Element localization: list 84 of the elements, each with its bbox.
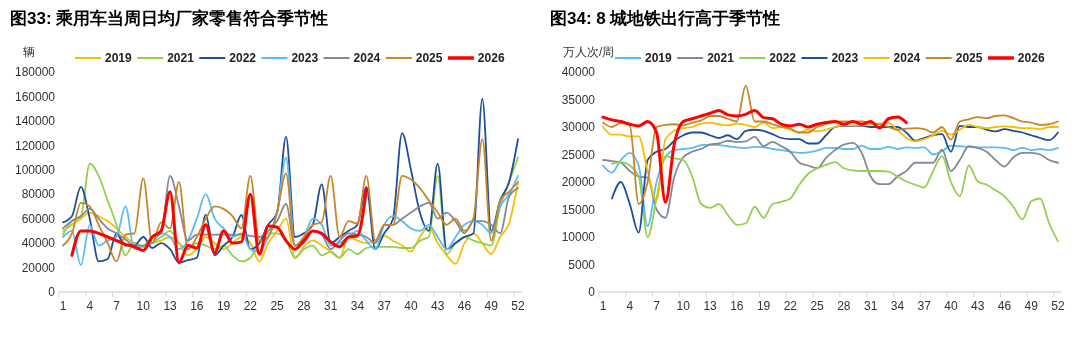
y-tick-label: 20000: [21, 260, 56, 275]
x-tick-label: 46: [457, 299, 472, 313]
x-tick-label: 28: [297, 299, 311, 313]
x-tick-label: 13: [163, 299, 178, 313]
y-tick-label: 35000: [561, 92, 596, 107]
x-tick-label: 43: [971, 299, 985, 313]
x-tick-label: 1: [59, 299, 67, 313]
legend-label: 2024: [353, 51, 381, 66]
x-tick-label: 10: [136, 299, 151, 313]
line-series: [602, 121, 1059, 202]
x-tick-label: 40: [404, 299, 418, 313]
legend-label: 2025: [955, 51, 983, 66]
x-tick-label: 16: [190, 299, 204, 313]
y-tick-label: 30000: [561, 120, 596, 135]
legend-label: 2019: [645, 51, 673, 66]
y-tick-label: 15000: [561, 202, 596, 217]
x-tick-label: 22: [783, 299, 798, 313]
y-tick-label: 140000: [14, 114, 56, 129]
x-tick-label: 4: [626, 299, 634, 313]
line-series: [62, 181, 519, 265]
x-tick-label: 52: [511, 299, 525, 313]
x-tick-label: 49: [1024, 299, 1039, 313]
y-tick-label: 180000: [14, 65, 56, 80]
legend-label: 2019: [105, 51, 133, 66]
y-tick-label: 60000: [21, 211, 56, 226]
x-tick-label: 46: [997, 299, 1012, 313]
x-tick-label: 4: [86, 299, 94, 313]
line-series: [70, 187, 368, 265]
line-series: [611, 155, 1059, 243]
line-series: [602, 84, 1059, 205]
y-axis-title: 万人次/周: [563, 45, 615, 59]
y-tick-label: 25000: [561, 147, 596, 162]
y-tick-label: 80000: [21, 187, 56, 202]
x-tick-label: 19: [216, 299, 231, 313]
y-axis-title: 辆: [23, 45, 35, 59]
x-tick-label: 34: [350, 299, 365, 313]
y-tick-label: 160000: [14, 89, 56, 104]
y-tick-label: 100000: [14, 162, 56, 177]
line-series: [602, 136, 1059, 219]
y-tick-label: 5000: [568, 257, 596, 272]
legend-label: 2022: [229, 51, 257, 66]
x-tick-label: 40: [944, 299, 958, 313]
legend-label: 2023: [291, 51, 319, 66]
y-tick-label: 20000: [561, 175, 596, 190]
y-tick-label: 0: [588, 285, 596, 300]
x-tick-label: 19: [756, 299, 771, 313]
x-tick-label: 22: [243, 299, 258, 313]
chart-title: 图33: 乘用车当周日均厂家零售符合季节性: [10, 9, 329, 28]
legend-label: 2021: [167, 51, 195, 66]
x-tick-label: 1: [599, 299, 607, 313]
line-series: [601, 109, 908, 204]
x-tick-label: 43: [431, 299, 445, 313]
x-tick-label: 31: [323, 299, 338, 313]
legend-label: 2026: [477, 51, 505, 66]
y-tick-label: 10000: [561, 230, 596, 245]
y-tick-label: 120000: [14, 138, 56, 153]
legend-label: 2023: [831, 51, 859, 66]
legend-label: 2021: [707, 51, 735, 66]
x-tick-label: 10: [676, 299, 691, 313]
x-tick-label: 7: [113, 299, 121, 313]
x-tick-label: 25: [810, 299, 825, 313]
legend-label: 2024: [893, 51, 921, 66]
x-tick-label: 52: [1051, 299, 1065, 313]
legend-label: 2026: [1017, 51, 1045, 66]
x-tick-label: 7: [653, 299, 661, 313]
y-tick-label: 40000: [561, 65, 596, 80]
x-tick-label: 37: [377, 299, 392, 313]
x-tick-label: 37: [917, 299, 932, 313]
x-tick-label: 13: [703, 299, 718, 313]
legend-label: 2022: [769, 51, 797, 66]
legend-label: 2025: [415, 51, 443, 66]
x-tick-label: 16: [730, 299, 744, 313]
x-tick-label: 28: [837, 299, 851, 313]
line-series: [611, 125, 1059, 234]
line-series: [62, 97, 519, 264]
y-tick-label: 40000: [21, 236, 56, 251]
x-tick-label: 31: [863, 299, 878, 313]
line-series: [62, 174, 519, 251]
x-tick-label: 49: [484, 299, 499, 313]
y-tick-label: 0: [48, 285, 56, 300]
x-tick-label: 34: [890, 299, 905, 313]
chart-title: 图34: 8 城地铁出行高于季节性: [550, 9, 781, 28]
x-tick-label: 25: [270, 299, 285, 313]
line-series: [602, 143, 1059, 227]
